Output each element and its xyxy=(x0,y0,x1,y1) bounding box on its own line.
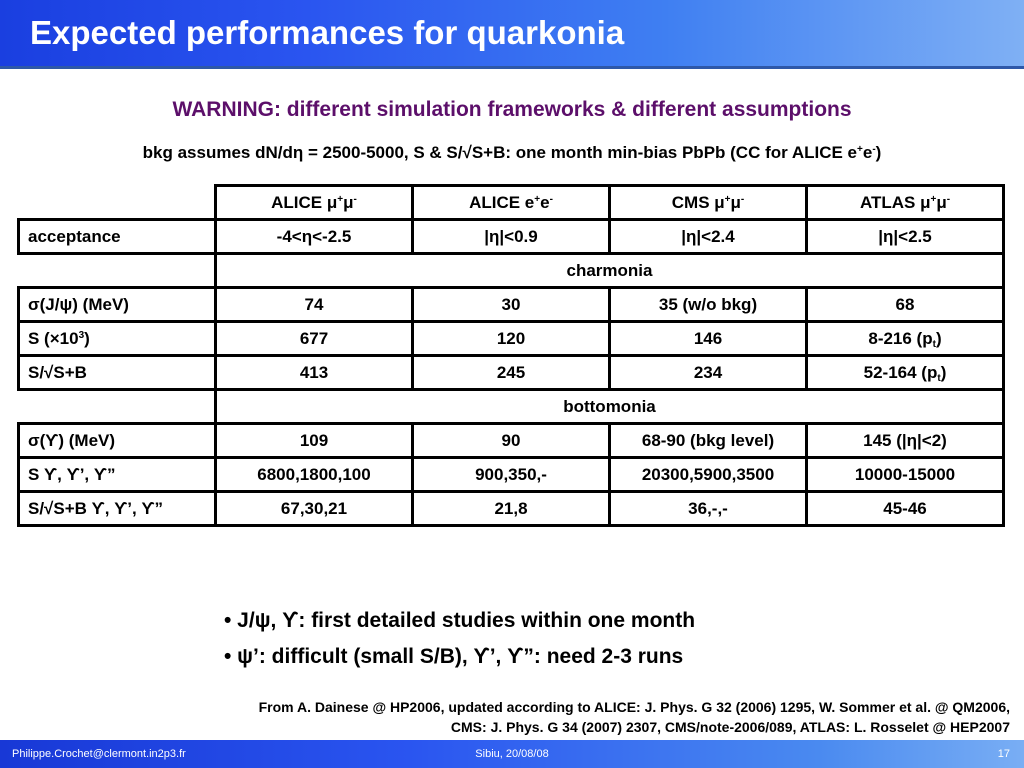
table-cell: 30 xyxy=(411,286,611,323)
table-cell: 146 xyxy=(608,320,808,357)
title-divider xyxy=(0,66,1024,69)
table-cell: |η|<2.5 xyxy=(805,218,1005,255)
bkg-note-part: ) xyxy=(875,143,882,162)
table-row-ssb-bottomonia: S/√S+B ϒ, ϒ’, ϒ” 67,30,21 21,8 36,-,- 45… xyxy=(17,490,1005,527)
table-cell: 145 (|η|<2) xyxy=(805,422,1005,459)
table-cell: 68-90 (bkg level) xyxy=(608,422,808,459)
bkg-note-part: = 2500-5000, S & S/√S+B: one month min-b… xyxy=(303,143,858,162)
conclusion-bullets: • J/ψ, ϒ: first detailed studies within … xyxy=(224,603,695,675)
row-label: σ(J/ψ) (MeV) xyxy=(17,286,217,323)
table-cell: 245 xyxy=(411,354,611,391)
section-row-charmonia: charmonia xyxy=(19,252,1005,289)
bkg-note-sup: + xyxy=(857,144,863,155)
row-label: S (×103) xyxy=(17,320,217,357)
warning-text: WARNING: different simulation frameworks… xyxy=(172,98,852,121)
table-cell: 68 xyxy=(805,286,1005,323)
empty-cell xyxy=(19,254,216,288)
title-bar: Expected performances for quarkonia xyxy=(0,0,1024,66)
table-cell: -4<η<-2.5 xyxy=(214,218,414,255)
table-cell: 10000-15000 xyxy=(805,456,1005,493)
table-cell: 45-46 xyxy=(805,490,1005,527)
table-cell: 36,-,- xyxy=(608,490,808,527)
table-row-s-charmonia: S (×103) 677 120 146 8-216 (pt) xyxy=(17,320,1005,357)
table-cell: |η|<2.4 xyxy=(608,218,808,255)
table-cell: 413 xyxy=(214,354,414,391)
section-header-charmonia: charmonia xyxy=(214,252,1005,289)
source-references: From A. Dainese @ HP2006, updated accord… xyxy=(10,697,1010,737)
table-cell: 90 xyxy=(411,422,611,459)
section-row-bottomonia: bottomonia xyxy=(19,388,1005,425)
table-cell: 6800,1800,100 xyxy=(214,456,414,493)
source-line: From A. Dainese @ HP2006, updated accord… xyxy=(258,699,1010,715)
source-line: CMS: J. Phys. G 34 (2007) 2307, CMS/note… xyxy=(450,719,1010,735)
performance-table: ALICE μ+μ- ALICE e+e- CMS μ+μ- ATLAS μ+μ… xyxy=(17,184,1005,527)
bkg-note-part: bkg assumes dN/d xyxy=(142,143,293,162)
table-cell: 234 xyxy=(608,354,808,391)
row-label: acceptance xyxy=(17,218,217,255)
slide-title: Expected performances for quarkonia xyxy=(30,14,625,51)
footer-event: Sibiu, 20/08/08 xyxy=(475,748,549,760)
table-cell: 677 xyxy=(214,320,414,357)
table-row-ssb-charmonia: S/√S+B 413 245 234 52-164 (pt) xyxy=(17,354,1005,391)
page-number: 17 xyxy=(997,748,1010,760)
section-header-bottomonia: bottomonia xyxy=(214,388,1005,425)
column-header-atlas-mumu: ATLAS μ+μ- xyxy=(805,184,1005,221)
bkg-note-sup: - xyxy=(872,144,876,155)
table-cell: 8-216 (pt) xyxy=(805,320,1005,357)
table-cell: 52-164 (pt) xyxy=(805,354,1005,391)
bullet-item: • ψ’: difficult (small S/B), ϒ’, ϒ”: nee… xyxy=(224,645,684,668)
table-cell: 35 (w/o bkg) xyxy=(608,286,808,323)
table-cell: 67,30,21 xyxy=(214,490,414,527)
empty-cell xyxy=(19,390,216,424)
row-label: S ϒ, ϒ’, ϒ” xyxy=(17,456,217,493)
table-cell: 21,8 xyxy=(411,490,611,527)
bullet-item: • J/ψ, ϒ: first detailed studies within … xyxy=(224,609,696,632)
table-cell: 20300,5900,3500 xyxy=(608,456,808,493)
row-label: S/√S+B xyxy=(17,354,217,391)
footer-bar: Philippe.Crochet@clermont.in2p3.fr Sibiu… xyxy=(0,740,1024,768)
bkg-note-part: e xyxy=(862,143,873,162)
table-row-sigma-jpsi: σ(J/ψ) (MeV) 74 30 35 (w/o bkg) 68 xyxy=(17,286,1005,323)
row-label: σ(ϒ) (MeV) xyxy=(17,422,217,459)
column-header-cms-mumu: CMS μ+μ- xyxy=(608,184,808,221)
table-header-row: ALICE μ+μ- ALICE e+e- CMS μ+μ- ATLAS μ+μ… xyxy=(19,184,1005,221)
column-header-alice-ee: ALICE e+e- xyxy=(411,184,611,221)
table-row-acceptance: acceptance -4<η<-2.5 |η|<0.9 |η|<2.4 |η|… xyxy=(17,218,1005,255)
row-label: S/√S+B ϒ, ϒ’, ϒ” xyxy=(17,490,217,527)
table-cell: 74 xyxy=(214,286,414,323)
bkg-assumption-note: bkg assumes dN/dη = 2500-5000, S & S/√S+… xyxy=(0,143,1024,163)
table-row-sigma-upsilon: σ(ϒ) (MeV) 109 90 68-90 (bkg level) 145 … xyxy=(17,422,1005,459)
table-cell: |η|<0.9 xyxy=(411,218,611,255)
bkg-note-eta: η xyxy=(292,143,304,162)
table-cell: 900,350,- xyxy=(411,456,611,493)
footer-email: Philippe.Crochet@clermont.in2p3.fr xyxy=(12,748,186,760)
table-row-s-bottomonia: S ϒ, ϒ’, ϒ” 6800,1800,100 900,350,- 2030… xyxy=(17,456,1005,493)
table-cell: 109 xyxy=(214,422,414,459)
empty-corner-cell xyxy=(19,186,216,220)
column-header-alice-mumu: ALICE μ+μ- xyxy=(214,184,414,221)
table-cell: 120 xyxy=(411,320,611,357)
